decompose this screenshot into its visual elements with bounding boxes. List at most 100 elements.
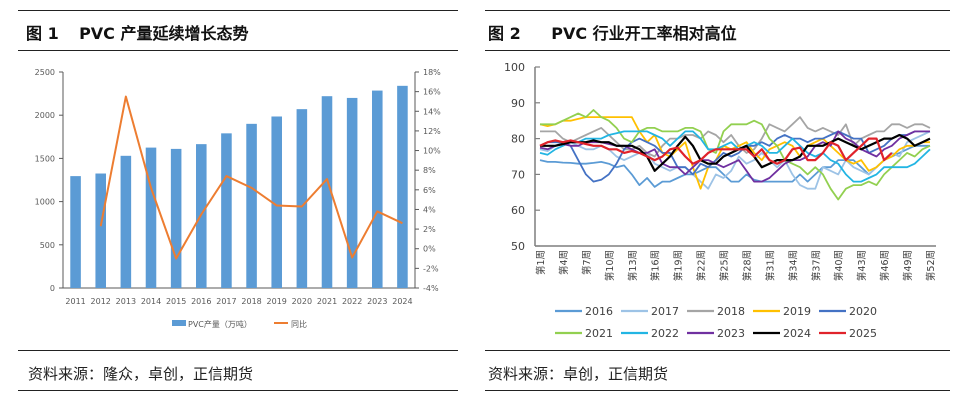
legend-swatch-bar [172,320,186,326]
title-rule [18,50,458,51]
x-tick-label: 第16周 [650,250,662,281]
left-tick-label: 0 [50,284,55,293]
source-top-rule [18,350,458,351]
x-tick-label: 2023 [367,297,387,306]
x-tick-label: 2020 [292,297,312,306]
y-tick-label: 50 [511,240,525,253]
figure-1-source: 资料来源：隆众，卓创，正信期货 [28,365,254,383]
y-tick-label: 80 [511,133,525,146]
right-tick-label: 6% [423,186,436,195]
right-tick-label: 14% [423,107,441,116]
legend-label-2024: 2024 [783,327,811,340]
right-tick-label: 8% [423,166,436,175]
right-tick-label: -4% [423,284,439,293]
y-tick-label: 90 [511,97,525,110]
x-tick-label: 第7周 [581,250,593,275]
left-tick-label: 1500 [35,154,55,163]
bar-2019 [271,116,282,288]
legend-label-line: 同比 [291,319,307,329]
x-tick-label: 2018 [241,297,261,306]
x-tick-label: 第46周 [879,250,891,281]
series-line-2024 [540,133,931,172]
bar-2024 [397,85,408,288]
x-tick-label: 第40周 [833,250,845,281]
left-tick-label: 1000 [35,198,55,207]
series-line-2019 [539,116,930,190]
x-tick-label: 2011 [65,297,85,306]
x-tick-label: 2024 [392,297,412,306]
right-tick-label: -2% [423,264,439,273]
x-tick-label: 第28周 [741,250,753,281]
series-line-2022 [539,130,931,183]
source-top-rule [485,350,950,351]
series-line-2021 [540,109,931,201]
x-tick-label: 第37周 [810,250,822,281]
figure-1-title: 图 1 PVC 产量延续增长态势 [26,20,249,44]
x-tick-label: 2022 [342,297,362,306]
bar-2012 [95,173,106,288]
figure-2-source: 资料来源：卓创，正信期货 [488,365,669,383]
legend-label-2019: 2019 [783,305,811,318]
x-tick-label: 2014 [141,297,161,306]
legend-label-2021: 2021 [585,327,613,340]
legend-label-2022: 2022 [651,327,679,340]
legend-label-bar: PVC产量（万吨） [188,319,252,329]
top-rule [18,10,458,11]
x-tick-label: 2015 [166,297,186,306]
left-tick-label: 2000 [35,111,55,120]
right-tick-label: 4% [423,205,436,214]
y-tick-label: 60 [511,204,525,217]
right-tick-label: 2% [423,225,436,234]
bar-2017 [221,133,232,288]
title-rule [485,50,950,51]
figure-1-title-text: PVC 产量延续增长态势 [79,24,249,43]
bar-2022 [346,97,358,288]
figure-2-title-text: PVC 行业开工率相对高位 [551,24,737,43]
series-line-2016 [539,144,930,188]
x-tick-label: 第34周 [787,250,799,281]
x-tick-label: 2012 [91,297,111,306]
legend-label-2016: 2016 [585,305,613,318]
series-line-2025 [539,137,893,165]
legend-label-2018: 2018 [717,305,745,318]
right-tick-label: 10% [423,147,441,156]
bar-2021 [321,96,333,288]
bottom-rule [485,390,950,391]
x-tick-label: 第52周 [925,250,937,281]
x-tick-label: 2021 [317,297,337,306]
figure-2-number: 图 2 [488,24,521,43]
bar-2023 [372,90,383,289]
x-tick-label: 第13周 [627,250,639,281]
right-tick-label: 0% [423,245,436,254]
bar-2015 [170,148,182,288]
bar-2014 [145,147,157,288]
production-chart: 0 500 1000 1500 2000 2500 -4% -2% 0% 2% 4% 6% 8% 10% 1… [35,68,442,329]
series-line-2018 [540,116,931,158]
right-tick-label: 12% [423,127,441,136]
bar-2018 [246,123,257,288]
figure-1-number: 图 1 [26,24,59,43]
bar-2013 [120,155,132,288]
x-tick-label: 2017 [216,297,236,306]
bar-2020 [296,109,308,288]
x-tick-label: 第25周 [719,250,731,281]
x-tick-label: 第31周 [764,250,776,281]
right-tick-label: 16% [423,88,441,97]
bar-2011 [70,176,81,288]
figure-2-title: 图 2 PVC 行业开工率相对高位 [488,20,737,44]
x-tick-label: 第49周 [902,250,914,281]
legend-label-2025: 2025 [849,327,877,340]
top-rule [485,10,950,11]
x-tick-label: 第43周 [856,250,868,281]
legend-label-2023: 2023 [717,327,745,340]
x-tick-label: 2016 [191,297,211,306]
x-tick-label: 第10周 [604,250,616,281]
x-tick-label: 第1周 [535,250,547,275]
x-tick-label: 第22周 [696,250,708,281]
figure-2-panel: 图 2 PVC 行业开工率相对高位 50 60 70 80 90 100 第1周 第4周 第7周… [485,0,970,403]
series-line-2020 [539,130,930,183]
x-tick-label: 第4周 [558,250,570,275]
bottom-rule [18,390,458,391]
y-tick-label: 100 [504,61,525,74]
